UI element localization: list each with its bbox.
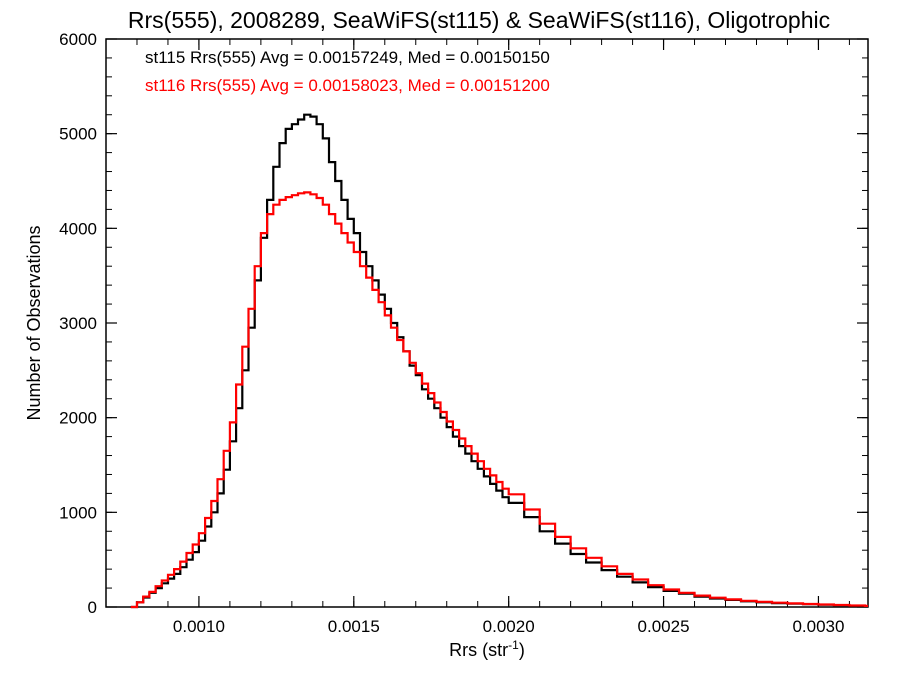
y-tick-label: 5000	[59, 125, 97, 144]
y-tick-label: 4000	[59, 219, 97, 238]
plot-frame	[105, 38, 869, 608]
x-tick-label: 0.0025	[638, 617, 690, 636]
x-tick-labels: 0.0010 0.0015 0.0020 0.0025 0.0030	[173, 617, 845, 636]
x-axis-label: Rrs (str-1)	[449, 638, 525, 660]
y-tick-label: 2000	[59, 409, 97, 428]
series-st116-histogram	[130, 191, 868, 609]
y-tick-label: 6000	[59, 30, 97, 49]
chart-title: Rrs(555), 2008289, SeaWiFS(st115) & SeaW…	[128, 7, 830, 33]
legend-entry-st116: st116 Rrs(555) Avg = 0.00158023, Med = 0…	[145, 76, 550, 95]
x-axis-label-superscript: -1	[508, 638, 519, 652]
legend-entry-st115: st115 Rrs(555) Avg = 0.00157249, Med = 0…	[145, 48, 550, 67]
y-tick-labels: 0 1000 2000 3000 4000 5000 6000	[59, 30, 97, 617]
x-axis-label-main: Rrs (str	[449, 640, 508, 660]
x-tick-label: 0.0010	[173, 617, 225, 636]
axis-ticks	[105, 38, 868, 608]
y-axis-label: Number of Observations	[24, 225, 44, 420]
x-axis-label-close: )	[519, 640, 525, 660]
x-tick-label: 0.0030	[792, 617, 844, 636]
y-tick-label: 1000	[59, 503, 97, 522]
y-tick-label: 0	[88, 598, 97, 617]
x-tick-label: 0.0020	[483, 617, 535, 636]
x-tick-label: 0.0015	[328, 617, 380, 636]
y-tick-label: 3000	[59, 314, 97, 333]
histogram-series	[130, 113, 868, 609]
